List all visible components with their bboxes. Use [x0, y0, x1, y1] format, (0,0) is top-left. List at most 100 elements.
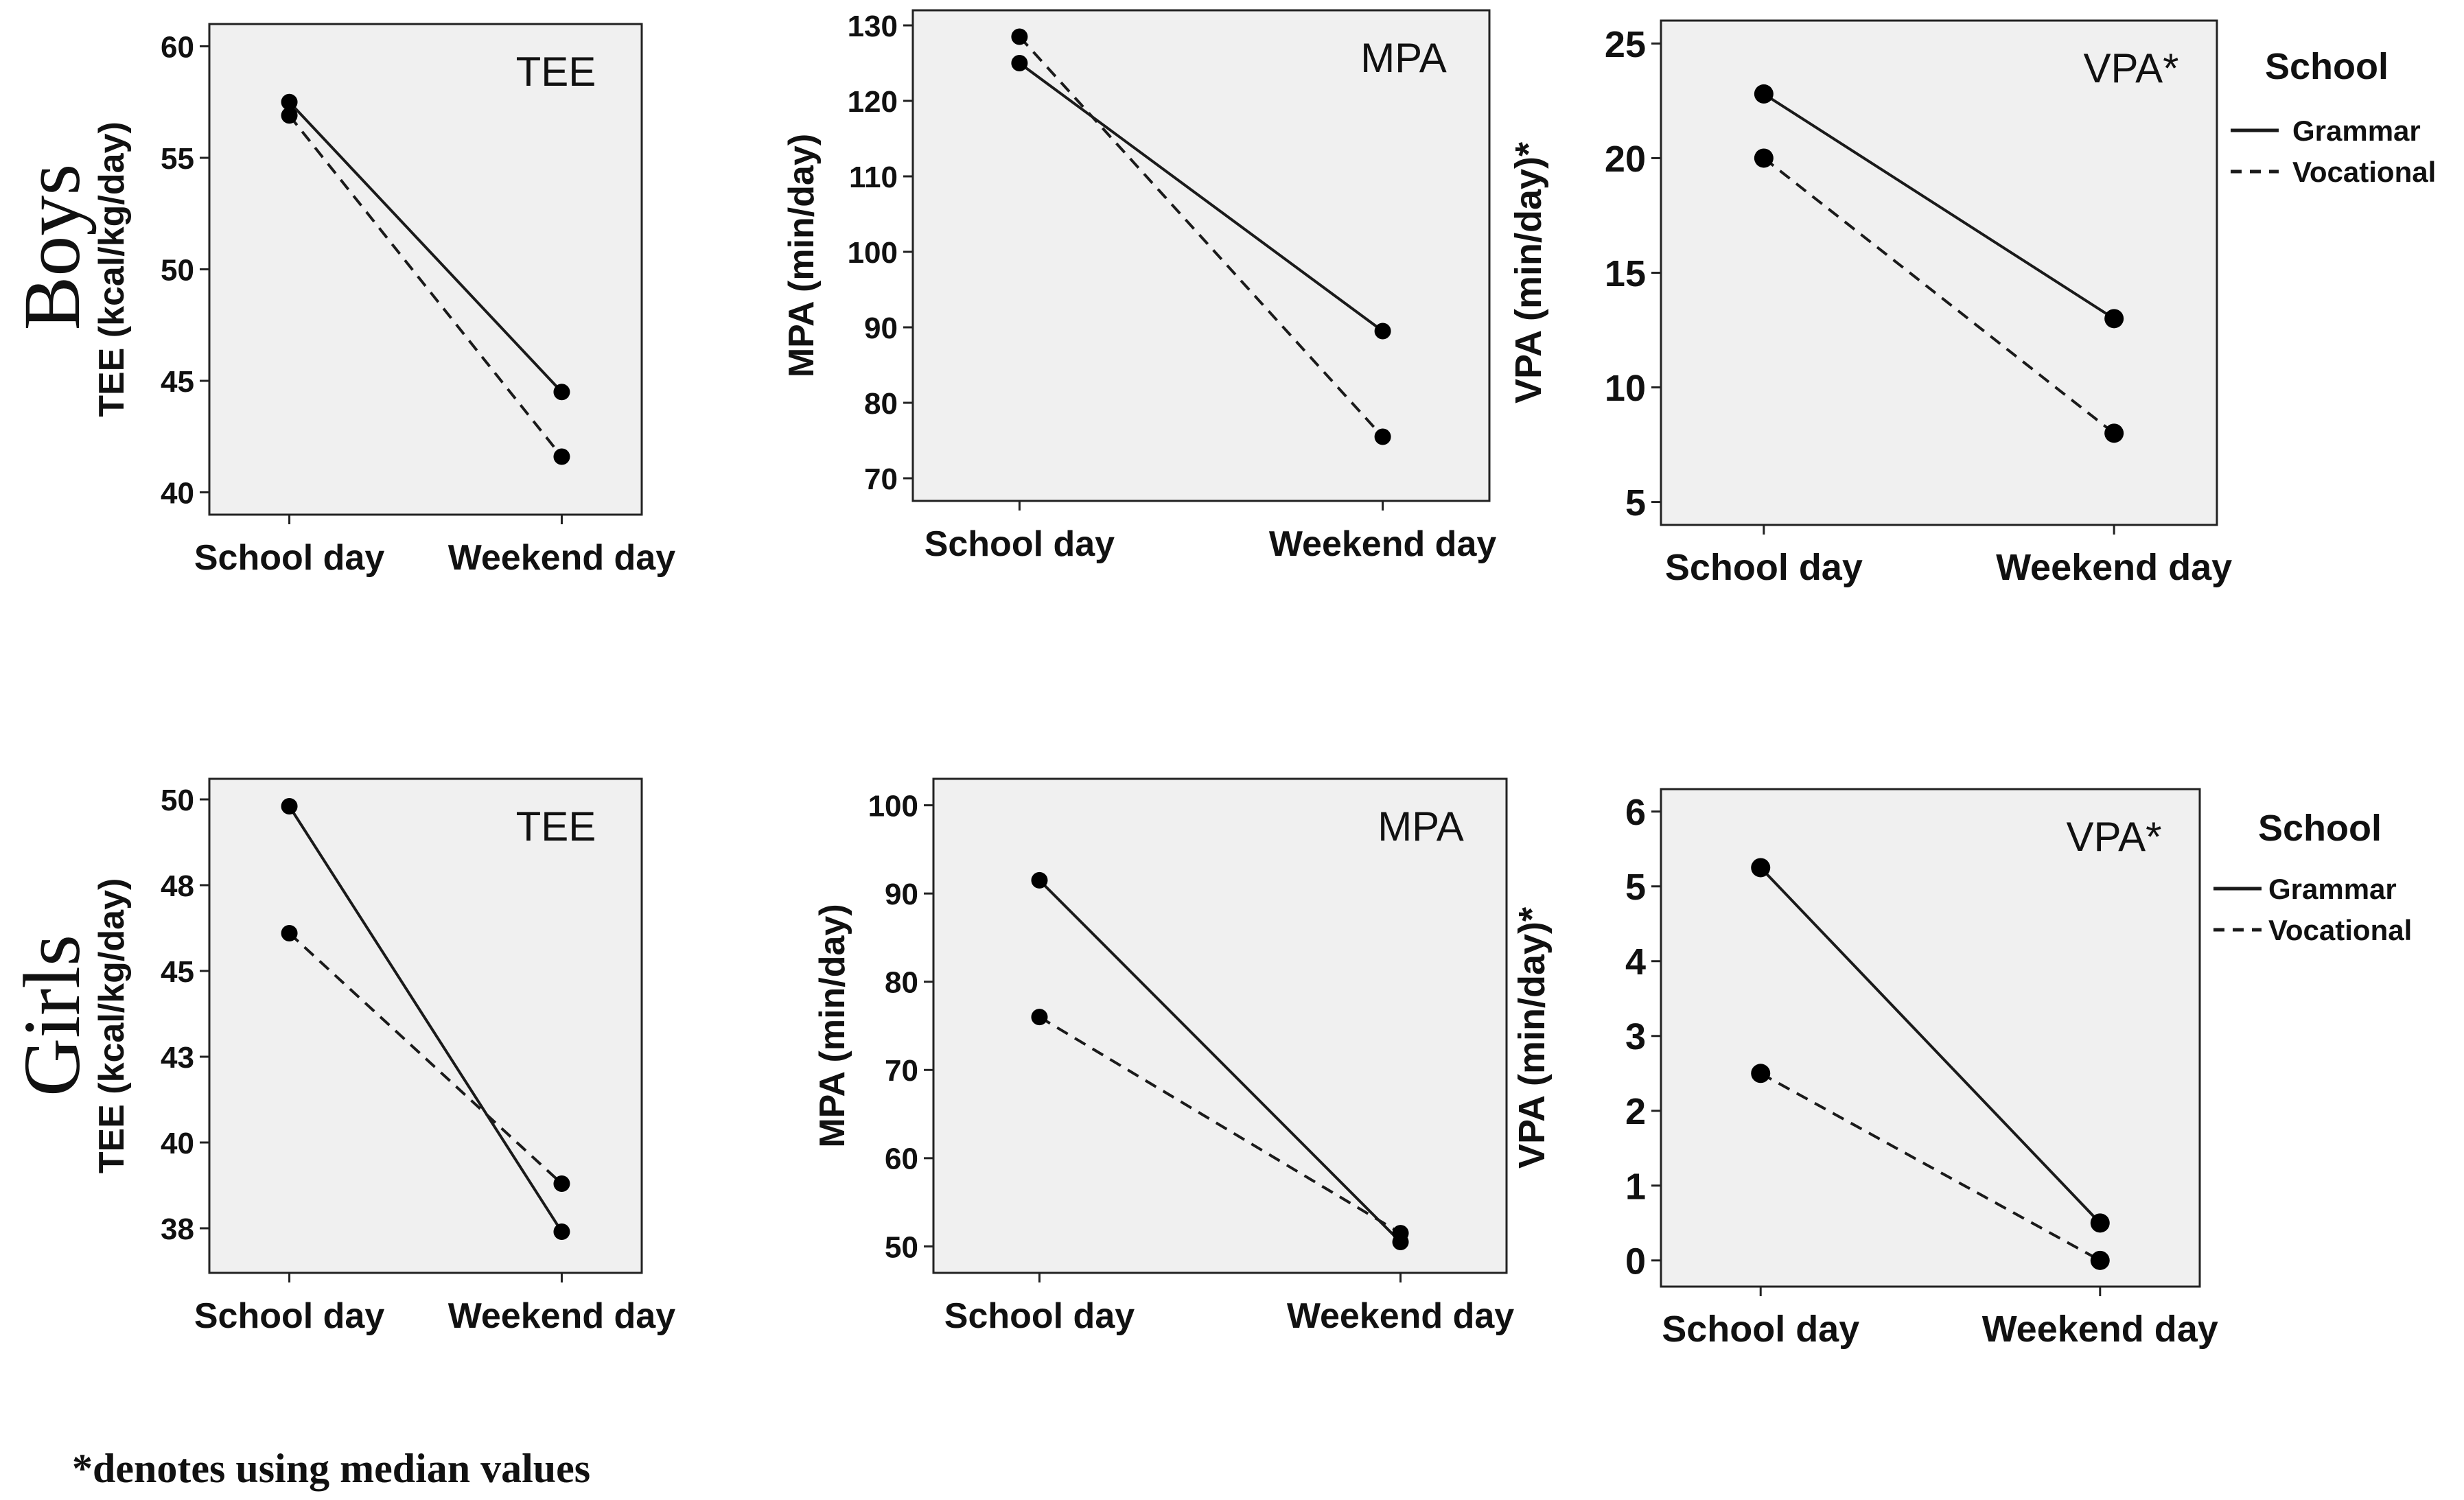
- y-axis-label: MPA (min/day): [782, 134, 822, 377]
- series-line-grammar: [1763, 93, 2115, 320]
- chart-panel-girls-tee: 38 40 43 45 48 50 School day Weekend day TEE (kc…: [92, 777, 675, 1336]
- y-tick-label: 90: [864, 312, 898, 345]
- data-point-grammar-weekend-day: [1374, 323, 1391, 340]
- data-point-vocational-school-day: [281, 107, 298, 124]
- data-point-grammar-school-day: [1031, 871, 1048, 889]
- y-tick-label: 45: [161, 955, 194, 989]
- legend-boys: School Grammar Vocational: [2231, 46, 2436, 188]
- series-line-vocational: [1038, 1016, 1402, 1234]
- chart-title: TEE: [516, 49, 596, 95]
- y-tick-label: 40: [161, 1127, 194, 1160]
- y-tick-label: 0: [1625, 1241, 1646, 1282]
- y-tick-label: 50: [161, 784, 194, 817]
- data-point-grammar-weekend-day: [553, 1223, 570, 1240]
- y-tick-label: 80: [885, 966, 918, 1000]
- data-point-grammar-weekend-day: [2104, 309, 2124, 329]
- data-point-vocational-weekend-day: [2104, 423, 2124, 443]
- chart-title: VPA*: [2067, 814, 2162, 860]
- y-tick-label: 43: [161, 1041, 194, 1075]
- y-tick-label: 20: [1605, 139, 1646, 180]
- series-line-vocational: [1018, 36, 1384, 438]
- data-point-grammar-school-day: [1751, 858, 1771, 878]
- plot-area: [911, 9, 1491, 502]
- legend-title: School: [2258, 808, 2382, 849]
- y-tick-label: 1: [1625, 1166, 1646, 1207]
- data-point-vocational-weekend-day: [553, 1175, 570, 1192]
- data-point-vocational-weekend-day: [553, 448, 570, 465]
- x-tick-label: Weekend day: [1269, 524, 1496, 564]
- data-point-grammar-school-day: [281, 93, 298, 110]
- legend-label-grammar: Grammar: [2292, 115, 2421, 147]
- series-line-vocational: [1763, 156, 2115, 434]
- y-tick-label: 25: [1605, 24, 1646, 65]
- x-tick-label: Weekend day: [1996, 547, 2232, 588]
- y-tick-label: 55: [161, 142, 194, 176]
- plot-area: [932, 777, 1508, 1274]
- series-line-vocational: [1760, 1072, 2101, 1262]
- data-point-vocational-school-day: [1751, 1064, 1771, 1083]
- chart-panel-boys-mpa: 70 80 90 100 110 120 130 School day Weekend day M…: [782, 9, 1496, 564]
- x-tick-label: Weekend day: [448, 538, 675, 578]
- y-tick-label: 60: [161, 30, 194, 64]
- legend-label-vocational: Vocational: [2292, 156, 2436, 188]
- y-tick-label: 4: [1625, 941, 1646, 983]
- y-tick-label: 100: [848, 236, 898, 270]
- data-point-grammar-weekend-day: [2090, 1213, 2110, 1233]
- y-tick-label: 38: [161, 1212, 194, 1246]
- data-point-vocational-school-day: [1754, 148, 1774, 168]
- legend-label-vocational: Vocational: [2268, 914, 2412, 946]
- y-axis-label: MPA (min/day): [813, 904, 852, 1147]
- data-point-grammar-school-day: [1011, 55, 1028, 71]
- y-axis-label: TEE (kcal/kg/day): [92, 121, 132, 417]
- y-tick-label: 10: [1605, 368, 1646, 409]
- chart-panel-girls-mpa: 50 60 70 80 90 100 School day Weekend day MPA (m…: [813, 777, 1514, 1336]
- y-tick-label: 130: [848, 10, 898, 43]
- series-line-grammar: [1759, 867, 2102, 1224]
- plot-area: [208, 777, 643, 1274]
- x-tick-label: Weekend day: [1287, 1296, 1514, 1336]
- y-tick-label: 50: [161, 253, 194, 287]
- chart-panel-boys-vpa: 5 10 15 20 25 School day Weekend day VPA (min/d…: [1508, 19, 2232, 588]
- y-tick-label: 120: [848, 85, 898, 119]
- row-label-boys: Boys: [7, 164, 97, 331]
- plot-area: [1660, 19, 2218, 526]
- series-line-grammar: [288, 101, 563, 393]
- data-point-vocational-school-day: [281, 925, 298, 941]
- data-point-vocational-school-day: [1031, 1009, 1048, 1026]
- y-tick-label: 110: [849, 161, 898, 194]
- chart-panel-girls-vpa: 0 1 2 3 4 5 6 School day Weekend day VPA (min/day…: [1511, 788, 2218, 1350]
- legend-girls: School Grammar Vocational: [2213, 808, 2412, 946]
- y-tick-label: 6: [1625, 792, 1646, 833]
- y-tick-label: 5: [1625, 482, 1646, 524]
- data-point-vocational-weekend-day: [2090, 1250, 2110, 1270]
- data-point-grammar-school-day: [1754, 84, 1774, 104]
- data-point-vocational-weekend-day: [1374, 428, 1391, 445]
- data-point-vocational-school-day: [1011, 28, 1028, 45]
- y-tick-label: 60: [885, 1142, 918, 1176]
- x-tick-label: School day: [925, 524, 1115, 564]
- series-line-vocational: [288, 115, 563, 458]
- x-tick-label: School day: [1662, 1309, 1859, 1350]
- chart-title: VPA*: [2084, 45, 2179, 91]
- y-tick-label: 50: [885, 1230, 918, 1264]
- x-tick-label: School day: [194, 1296, 384, 1336]
- chart-title: MPA: [1360, 35, 1447, 81]
- x-tick-label: School day: [944, 1296, 1135, 1336]
- data-point-grammar-weekend-day: [553, 384, 570, 401]
- y-tick-label: 48: [161, 869, 194, 903]
- series-line-grammar: [288, 805, 563, 1233]
- x-tick-label: School day: [1665, 547, 1863, 588]
- y-tick-label: 3: [1625, 1016, 1646, 1057]
- y-tick-label: 100: [868, 789, 918, 823]
- y-tick-label: 90: [885, 878, 918, 911]
- y-tick-label: 80: [864, 387, 898, 421]
- x-tick-label: Weekend day: [1982, 1309, 2218, 1350]
- y-tick-label: 5: [1625, 867, 1646, 908]
- series-line-grammar: [1038, 879, 1402, 1243]
- legend-title: School: [2265, 46, 2389, 87]
- y-tick-label: 40: [161, 476, 194, 510]
- y-tick-label: 45: [161, 365, 194, 399]
- y-axis-label: VPA (min/day)*: [1511, 907, 1553, 1169]
- row-label-girls: Girls: [7, 935, 97, 1097]
